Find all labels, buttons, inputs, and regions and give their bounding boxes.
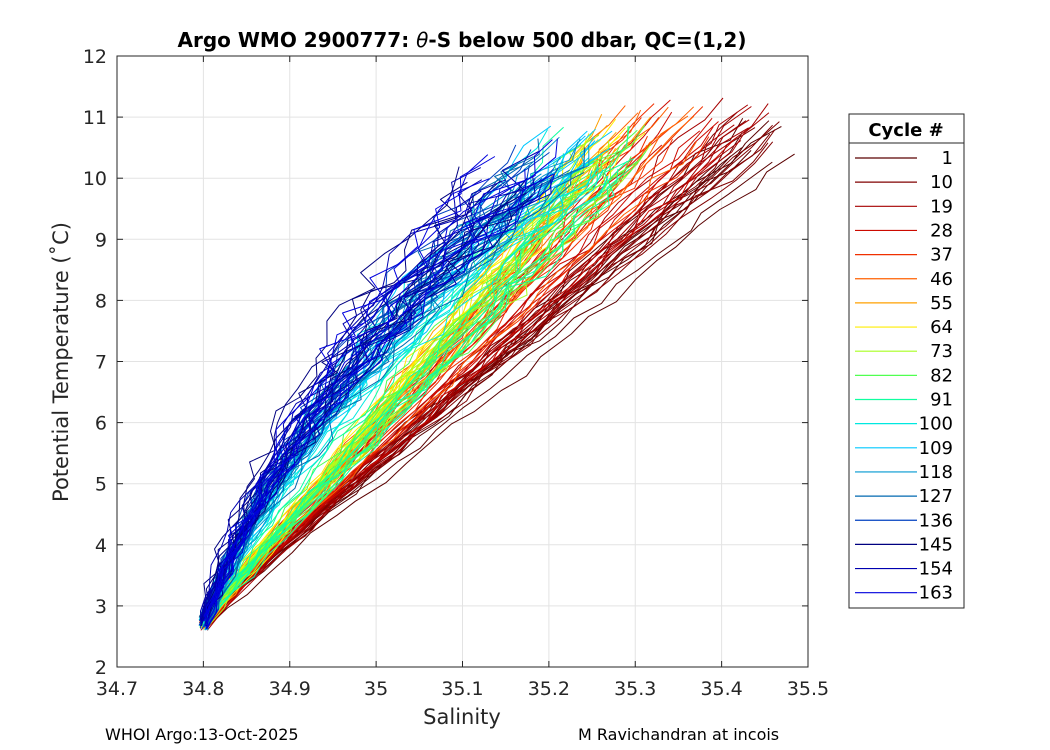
- legend-label: 100: [919, 414, 953, 435]
- x-axis-label: Salinity: [423, 705, 501, 729]
- profile-line: [205, 168, 526, 629]
- legend-label: 19: [930, 196, 953, 217]
- profile-line: [199, 153, 564, 618]
- y-tick-label: 9: [95, 229, 107, 251]
- grid-lines: [116, 55, 809, 668]
- y-tick-label: 7: [95, 352, 107, 374]
- y-tick-label: 10: [83, 168, 107, 190]
- profile-line: [202, 112, 770, 629]
- x-tick-label: 35.2: [528, 678, 570, 700]
- x-tick-label: 35.5: [787, 678, 829, 700]
- x-tick-label: 35.1: [441, 678, 483, 700]
- profile-line: [206, 160, 628, 629]
- x-tick-label: 34.9: [269, 678, 311, 700]
- y-tick-label: 4: [95, 535, 107, 557]
- profile-line: [200, 168, 619, 623]
- profile-line: [203, 173, 555, 617]
- x-tick-label: 34.8: [182, 678, 224, 700]
- profile-line: [205, 138, 673, 621]
- profile-line: [207, 104, 749, 626]
- profile-line: [203, 139, 553, 618]
- legend-label: 118: [919, 462, 953, 483]
- footer-credit: M Ravichandran at incois: [578, 725, 780, 744]
- profile-line: [199, 141, 697, 626]
- profile-line: [203, 126, 714, 626]
- chart-title: Argo WMO 2900777: θ-S below 500 dbar, QC…: [178, 28, 747, 52]
- profile-line: [204, 138, 558, 628]
- legend-label: 127: [919, 486, 953, 507]
- series-91: [199, 126, 635, 629]
- legend-label: 109: [919, 438, 953, 459]
- legend-label: 55: [930, 293, 953, 314]
- profile-line: [203, 119, 750, 623]
- x-axis: 34.7 34.8 34.9 35 35.1 35.2 35.3 35.4 35.5: [96, 56, 829, 700]
- y-tick-label: 12: [83, 46, 107, 68]
- y-tick-label: 3: [95, 596, 107, 618]
- series-163: [203, 138, 558, 630]
- legend-title: Cycle #: [868, 120, 943, 141]
- profile-line: [205, 182, 521, 625]
- legend-label: 10: [930, 172, 953, 193]
- legend-label: 37: [930, 245, 953, 266]
- profile-line: [200, 167, 482, 620]
- profile-line: [202, 136, 710, 622]
- profile-line: [200, 144, 582, 619]
- profile-line: [205, 142, 769, 617]
- x-tick-label: 34.7: [96, 678, 138, 700]
- y-tick-label: 11: [83, 107, 107, 129]
- y-tick-label: 2: [95, 657, 107, 679]
- legend-label: 46: [930, 269, 953, 290]
- profile-line: [206, 153, 795, 628]
- y-axis: 2 3 4 5 6 7 8 9 10 11 12: [83, 46, 808, 679]
- legend-box: [848, 113, 965, 609]
- profile-line: [200, 125, 646, 618]
- profile-line: [205, 154, 489, 622]
- y-axis-label: Potential Temperature (˚C): [49, 222, 73, 502]
- profile-line: [200, 166, 599, 626]
- profile-line: [200, 176, 536, 627]
- legend-label: 28: [930, 220, 953, 241]
- y-tick-label: 6: [95, 413, 107, 435]
- y-tick-label: 5: [95, 474, 107, 496]
- profile-line: [205, 169, 630, 619]
- x-tick-label: 35.3: [614, 678, 656, 700]
- legend-label: 73: [930, 341, 953, 362]
- profile-line: [201, 140, 734, 621]
- legend: Cycle # 1 10 19 28 37 46 55 64 73 82 91 100 109 118 12…: [848, 113, 965, 609]
- legend-label: 163: [919, 583, 953, 604]
- x-tick-label: 35: [364, 678, 388, 700]
- legend-label: 91: [930, 390, 953, 411]
- footer-source: WHOI Argo:13-Oct-2025: [105, 725, 299, 744]
- y-tick-label: 8: [95, 290, 107, 312]
- legend-label: 64: [930, 317, 953, 338]
- x-tick-label: 35.4: [700, 678, 742, 700]
- legend-label: 1: [942, 148, 953, 169]
- legend-label: 154: [919, 559, 953, 580]
- profile-line: [203, 173, 554, 622]
- legend-label: 136: [919, 510, 953, 531]
- profile-line: [199, 133, 590, 622]
- legend-label: 145: [919, 534, 953, 555]
- profile-curves: [198, 97, 795, 631]
- legend-label: 82: [930, 365, 953, 386]
